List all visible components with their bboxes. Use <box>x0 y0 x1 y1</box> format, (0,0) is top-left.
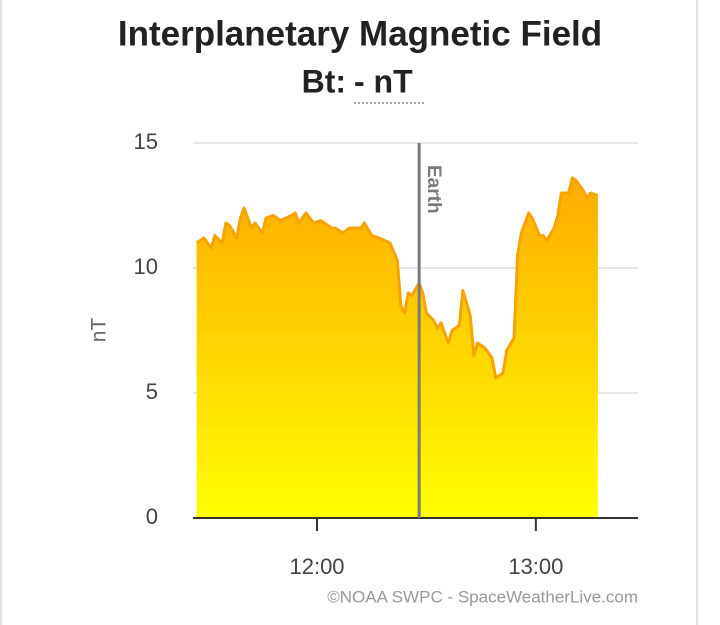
credit: ©NOAA SWPC - SpaceWeatherLive.com <box>327 587 638 606</box>
subtitle-value: - nT <box>354 63 413 99</box>
y-tick-label: 15 <box>134 129 158 154</box>
area-fill <box>196 178 598 518</box>
card-edge <box>696 0 698 625</box>
y-tick-label: 0 <box>146 504 158 529</box>
chart-title: Interplanetary Magnetic Field <box>118 14 602 53</box>
x-tick-label: 12:00 <box>289 554 344 579</box>
earth-label: Earth <box>423 165 444 214</box>
subtitle-label: Bt: <box>302 63 346 99</box>
x-tick-label: 13:00 <box>508 554 563 579</box>
y-tick-label: 10 <box>134 254 158 279</box>
card-edge <box>0 0 2 625</box>
y-axis-label: nT <box>88 318 111 343</box>
area-line <box>195 176 599 380</box>
y-tick-label: 5 <box>146 379 158 404</box>
